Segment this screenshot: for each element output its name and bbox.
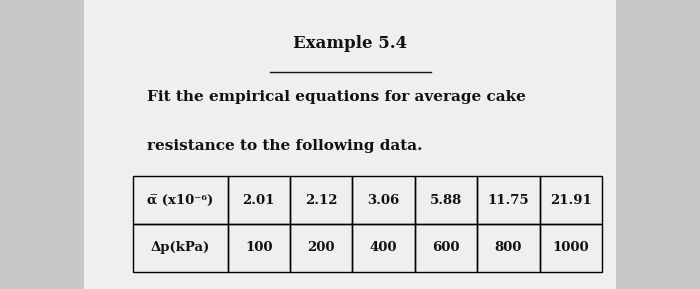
Text: resistance to the following data.: resistance to the following data. <box>147 139 423 153</box>
Text: 100: 100 <box>245 241 272 254</box>
Text: 2.12: 2.12 <box>305 194 337 207</box>
Text: 21.91: 21.91 <box>550 194 592 207</box>
Text: 11.75: 11.75 <box>488 194 529 207</box>
Text: Example 5.4: Example 5.4 <box>293 35 407 52</box>
Text: α̅ (x10⁻⁶): α̅ (x10⁻⁶) <box>147 194 214 207</box>
Text: Fit the empirical equations for average cake: Fit the empirical equations for average … <box>147 90 526 103</box>
Text: 3.06: 3.06 <box>368 194 400 207</box>
Text: 1000: 1000 <box>552 241 589 254</box>
Text: 800: 800 <box>495 241 522 254</box>
Text: Δp(kPa): Δp(kPa) <box>150 241 210 254</box>
Text: 5.88: 5.88 <box>430 194 462 207</box>
Text: 400: 400 <box>370 241 398 254</box>
Text: 200: 200 <box>307 241 335 254</box>
Text: 600: 600 <box>432 241 460 254</box>
Text: 2.01: 2.01 <box>242 194 275 207</box>
